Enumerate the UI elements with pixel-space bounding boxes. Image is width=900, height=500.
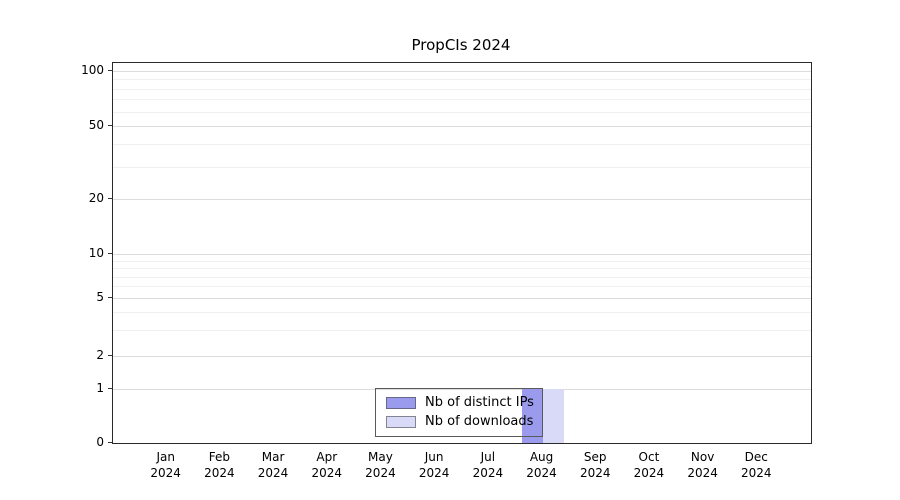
y-axis-tick-label: 0 [96,435,104,449]
x-tick-year: 2024 [687,466,718,480]
x-tick-month: Oct [638,450,660,464]
y-axis-tick-label: 1 [96,381,104,396]
gridline-minor [113,311,811,313]
y-axis-tick-label: 2 [96,347,104,362]
y-axis-tick-label: 100 [81,62,104,77]
x-axis-tick-label: Feb 2024 [187,449,251,481]
y-axis-tick-mark [108,354,112,356]
x-axis-tick-label: Nov 2024 [671,449,735,481]
gridline-major [113,70,811,72]
x-axis-tick-label: Mar 2024 [241,449,305,481]
gridline-minor [113,260,811,262]
chart-title: PropCIs 2024 [411,36,511,54]
gridline-major [113,297,811,299]
x-axis-tick-label: Apr 2024 [295,449,359,481]
x-axis-tick-label: Oct 2024 [617,449,681,481]
gridline-major [113,254,811,256]
x-axis-tick-label: Sep 2024 [563,449,627,481]
gridline-major [113,355,811,357]
x-tick-month: Aug [529,450,554,464]
y-axis-tick-label: 20 [88,191,104,206]
x-axis-tick-label: Jun 2024 [402,449,466,481]
x-tick-month: Jul [480,450,496,464]
x-axis-tick-label: Aug 2024 [510,449,574,481]
gridline-minor [113,143,811,145]
gridline-minor [113,330,811,332]
x-tick-month: May [368,450,393,464]
y-axis-tick-mark [108,388,112,390]
y-axis: 0 1 2 5 10 20 50 100 [0,0,104,500]
legend-entry: Nb of downloads [386,414,534,429]
gridline-minor [113,276,811,278]
x-tick-month: Jun [424,450,444,464]
x-tick-month: Feb [208,450,230,464]
x-axis-tick-label: Jul 2024 [456,449,520,481]
x-axis-tick-label: May 2024 [348,449,412,481]
x-axis-tick-label: Jan 2024 [134,449,198,481]
x-tick-month: Mar [261,450,285,464]
gridline-minor [113,111,811,113]
gridline-minor [113,166,811,168]
x-tick-year: 2024 [472,466,504,480]
x-tick-year: 2024 [365,466,396,480]
gridline-major [113,389,811,391]
x-tick-year: 2024 [204,466,235,480]
y-axis-tick-mark [108,253,112,255]
y-axis-tick-label: 50 [88,118,104,133]
gridline-minor [113,99,811,101]
x-tick-year: 2024 [579,466,611,480]
y-axis-tick-mark [108,442,112,443]
y-axis-tick-mark [108,296,112,298]
bar-downloads [542,389,564,443]
y-axis-tick-label: 5 [96,289,104,304]
legend-label-downloads: Nb of downloads [425,414,534,429]
x-tick-month: Dec [744,450,768,464]
y-axis-tick-mark [108,69,112,71]
plot-area [112,62,812,444]
x-tick-year: 2024 [150,466,181,480]
x-tick-year: 2024 [418,466,450,480]
x-tick-month: Sep [583,450,607,464]
legend-entry: Nb of distinct IPs [386,395,534,410]
legend-swatch-distinct-ips [386,397,416,409]
y-axis-tick-mark [108,198,112,200]
legend: Nb of distinct IPs Nb of downloads [375,388,543,437]
x-tick-month: Nov [690,450,715,464]
x-tick-year: 2024 [257,466,289,480]
x-axis-tick-label: Dec 2024 [724,449,788,481]
gridline-minor [113,286,811,288]
x-tick-month: Jan [156,450,175,464]
x-tick-year: 2024 [526,466,557,480]
legend-label-distinct-ips: Nb of distinct IPs [425,395,534,410]
x-tick-month: Apr [316,450,338,464]
y-axis-tick-label: 10 [88,246,104,261]
x-tick-year: 2024 [633,466,665,480]
x-tick-year: 2024 [311,466,343,480]
gridline-minor [113,79,811,81]
gridline-minor [113,88,811,90]
legend-swatch-downloads [386,416,416,428]
bar-distinct-ips [521,389,543,443]
gridline-minor [113,268,811,270]
gridline-major [113,199,811,201]
y-axis-tick-mark [108,125,112,127]
x-tick-year: 2024 [741,466,772,480]
gridline-major [113,126,811,128]
